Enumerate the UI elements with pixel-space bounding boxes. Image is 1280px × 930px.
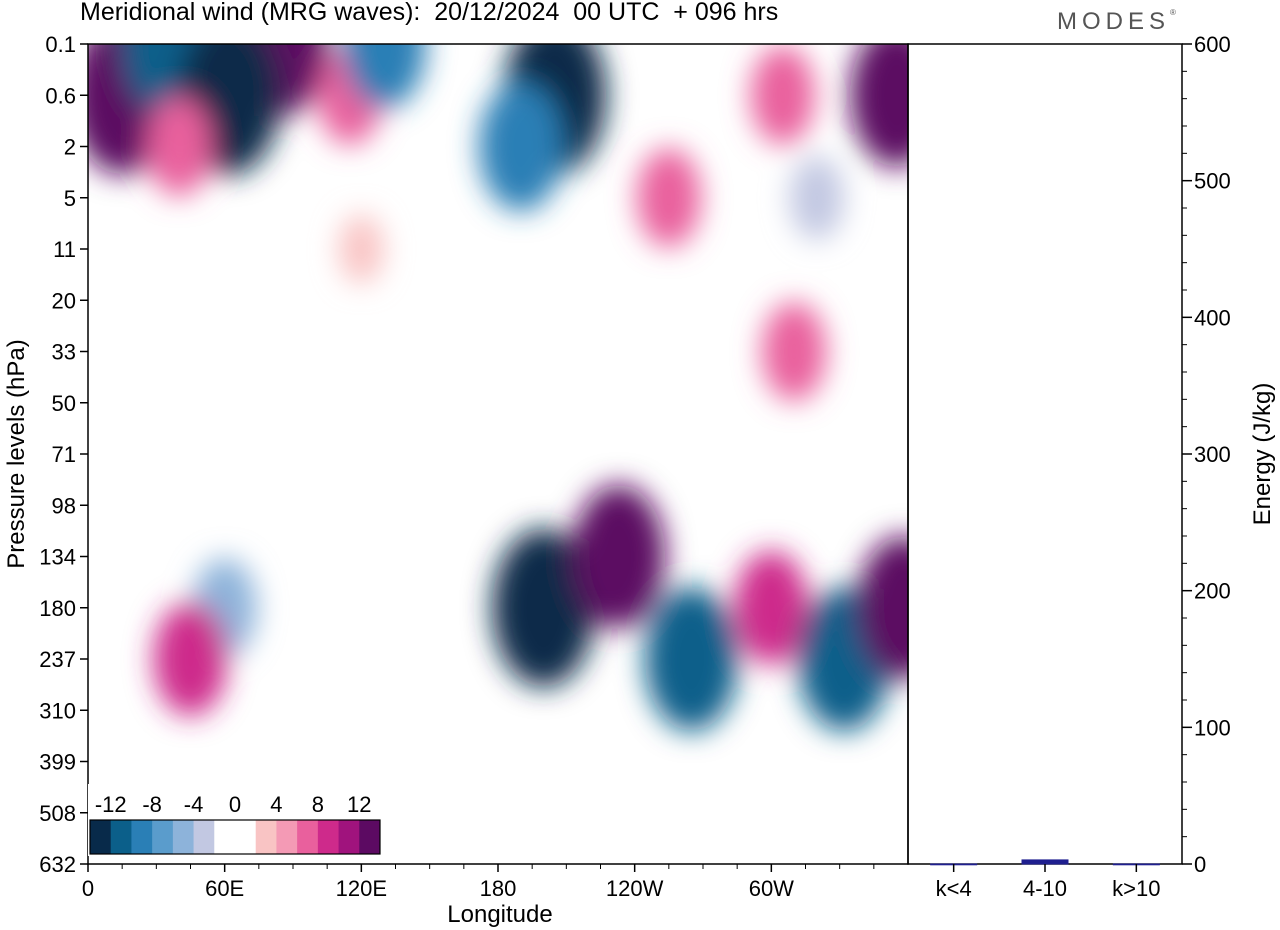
colorbar-swatch: [338, 820, 360, 854]
colorbar-frame: [89, 819, 381, 855]
colorbar-label: -4: [184, 792, 204, 817]
heatmap-cell: [478, 81, 563, 212]
colorbar-label: 4: [270, 792, 282, 817]
heatmap-cell: [761, 301, 827, 402]
y-tick-label: 71: [52, 442, 76, 467]
energy-axis: 0 100 200 300 400 500 600: [1182, 32, 1231, 877]
heatmap-cell: [572, 484, 666, 629]
y-tick-label: 399: [39, 750, 76, 775]
colorbar-swatch: [214, 820, 236, 854]
y-tick-label: 11: [53, 237, 76, 262]
y-tick-label: 237: [39, 647, 76, 672]
longitude-axis: 0 60E 120E 180 120W 60W: [82, 864, 875, 901]
colorbar-swatch: [90, 820, 112, 854]
y-tick-label: 134: [39, 545, 76, 570]
y-tick-label: 310: [39, 698, 76, 723]
heatmap-cell: [492, 528, 596, 688]
x-tick-label: 0: [82, 876, 94, 901]
colorbar-swatch: [297, 820, 319, 854]
heatmap-cell: [856, 535, 908, 680]
energy-category-label: k<4: [936, 876, 972, 901]
heatmap-cell: [202, 265, 248, 335]
modes-logo: MODES®: [1057, 8, 1176, 36]
chart-title: Meridional wind (MRG waves): 20/12/2024 …: [80, 0, 779, 26]
y-tick-label: 508: [39, 801, 76, 826]
x-tick-label: 180: [480, 876, 517, 901]
y-tick-label: 20: [52, 288, 76, 313]
heatmap-cell: [750, 45, 815, 145]
colorbar-swatch: [110, 820, 132, 854]
y-tick-label: 33: [52, 340, 76, 365]
y-tick-label: 50: [52, 391, 76, 416]
x-axis-label: Longitude: [447, 901, 552, 928]
energy-tick-label: 300: [1194, 442, 1231, 467]
heatmap-cell: [849, 44, 908, 168]
heatmap-cell: [153, 601, 228, 717]
colorbar-swatch: [131, 820, 153, 854]
energy-category-label: k>10: [1112, 876, 1160, 901]
colorbar-label: 12: [347, 792, 371, 817]
heatmap-cell: [636, 148, 701, 248]
colorbar-swatch: [152, 820, 174, 854]
x-tick-label: 60W: [749, 876, 794, 901]
energy-axis-label: Energy (J/kg): [1249, 383, 1276, 526]
energy-bar: [1021, 859, 1069, 865]
y-tick-label: 0.6: [45, 83, 76, 108]
heatmap-cell: [146, 96, 212, 197]
colorbar-label: -12: [95, 792, 127, 817]
y-tick-label: 632: [39, 852, 76, 877]
colorbar-swatch: [235, 820, 257, 854]
energy-tick-label: 200: [1194, 579, 1231, 604]
logo-text: MODES: [1057, 8, 1171, 35]
energy-tick-label: 500: [1194, 169, 1231, 194]
heatmap-cell: [338, 214, 384, 284]
colorbar: -12 -8 -4 0 4 8 12: [88, 784, 382, 856]
energy-category-label: 4-10: [1023, 876, 1067, 901]
registered-mark-icon: ®: [1170, 8, 1176, 17]
y-axis-label: Pressure levels (hPa): [3, 339, 30, 568]
y-tick-label: 98: [52, 493, 76, 518]
heatmap-cell: [644, 586, 739, 732]
y-tick-label: 0.1: [45, 32, 76, 57]
colorbar-swatch: [172, 820, 195, 854]
x-tick-label: 120W: [606, 876, 664, 901]
energy-bars: k<4 4-10 k>10: [930, 859, 1160, 901]
colorbar-swatch: [193, 820, 215, 854]
colorbar-label: -8: [142, 792, 162, 817]
heatmap-field: [88, 44, 908, 732]
energy-panel-frame: [907, 43, 1183, 865]
colorbar-swatch: [255, 820, 277, 854]
colorbar-label: 8: [312, 792, 324, 817]
colorbar-label: 0: [229, 792, 241, 817]
y-tick-label: 5: [64, 186, 76, 211]
energy-tick-label: 0: [1194, 852, 1206, 877]
pressure-axis: 0.1 0.6 2 5 11 20 33 50 71 98 134 180 237 310 399 508 63…: [39, 32, 88, 877]
x-tick-label: 60E: [205, 876, 244, 901]
energy-tick-label: 100: [1194, 715, 1231, 740]
colorbar-swatch: [317, 820, 340, 854]
colorbar-swatch: [276, 820, 298, 854]
energy-tick-label: 600: [1194, 32, 1231, 57]
heatmap-cell: [734, 550, 809, 665]
energy-tick-label: 400: [1194, 305, 1231, 330]
x-tick-label: 120E: [336, 876, 387, 901]
y-tick-label: 180: [39, 596, 76, 621]
heatmap-cell: [789, 155, 845, 240]
colorbar-swatch: [359, 820, 381, 854]
y-tick-label: 2: [64, 135, 76, 160]
heatmap-cell: [342, 44, 426, 109]
